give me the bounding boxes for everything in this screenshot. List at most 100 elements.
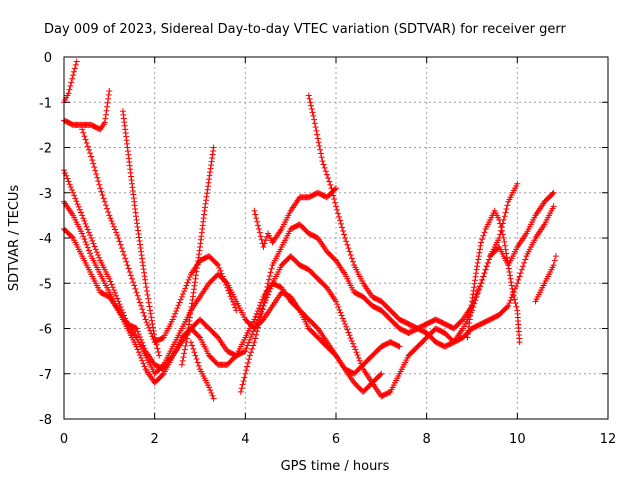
data-point (232, 304, 239, 311)
data-point (179, 357, 186, 364)
data-point (82, 220, 89, 227)
data-point (87, 232, 94, 239)
data-point (87, 250, 94, 257)
data-point (209, 151, 216, 158)
data-point (191, 279, 198, 286)
data-point (69, 75, 76, 82)
data-point (83, 241, 90, 248)
data-point (484, 259, 491, 266)
data-point (136, 234, 143, 241)
data-point (332, 199, 339, 206)
data-point (256, 229, 263, 236)
data-point (71, 65, 78, 72)
data-point (253, 215, 260, 222)
data-point (225, 287, 232, 294)
data-point (131, 282, 138, 289)
data-point (187, 307, 194, 314)
data-point (504, 202, 511, 209)
data-point (255, 225, 262, 232)
data-point (93, 249, 100, 256)
data-point (85, 229, 92, 236)
data-point (257, 302, 264, 309)
data-point (326, 178, 333, 185)
data-point (336, 306, 343, 313)
data-point (186, 314, 193, 321)
data-point (138, 252, 145, 259)
data-point (216, 264, 223, 271)
data-point (189, 342, 196, 349)
data-point (343, 323, 350, 330)
data-point (135, 230, 142, 237)
data-point (504, 304, 511, 311)
data-point (90, 160, 97, 167)
y-tick-label: -2 (39, 142, 52, 157)
data-point (219, 273, 226, 280)
data-point (108, 281, 115, 288)
series-sat-k (251, 185, 339, 251)
data-point (122, 315, 129, 322)
data-point (311, 116, 318, 123)
data-point (241, 348, 248, 355)
data-point (72, 61, 79, 68)
data-point (505, 302, 512, 309)
data-point (100, 195, 107, 202)
data-point (351, 343, 358, 350)
y-tick-label: -5 (39, 277, 52, 292)
data-point (79, 212, 86, 219)
data-point (134, 223, 141, 230)
series-sat-n (532, 253, 559, 305)
data-point (503, 254, 510, 261)
data-point (136, 352, 143, 359)
data-point (472, 273, 479, 280)
data-point (334, 206, 341, 213)
data-point (153, 341, 160, 348)
data-point (346, 332, 353, 339)
data-point (204, 190, 211, 197)
data-point (471, 280, 478, 287)
data-point (105, 208, 112, 215)
data-series (61, 58, 559, 402)
data-point (143, 284, 150, 291)
data-point (508, 282, 515, 289)
data-point (223, 281, 230, 288)
data-point (173, 307, 180, 314)
data-point (145, 299, 152, 306)
data-point (139, 357, 146, 364)
data-point (159, 362, 166, 369)
data-point (206, 384, 213, 391)
data-point (190, 345, 197, 352)
data-point (189, 293, 196, 300)
data-point (94, 174, 101, 181)
data-point (350, 340, 356, 347)
data-point (346, 248, 353, 255)
data-point (378, 370, 385, 377)
data-point (233, 307, 240, 314)
data-point (307, 99, 314, 106)
data-point (99, 192, 106, 199)
data-point (80, 233, 87, 240)
data-point (109, 284, 116, 291)
data-point (105, 91, 112, 98)
data-point (514, 180, 521, 187)
data-point (119, 309, 126, 316)
data-point (133, 216, 140, 223)
data-point (310, 112, 317, 119)
data-point (70, 189, 77, 196)
data-point (512, 300, 519, 307)
data-point (95, 251, 101, 258)
data-point (500, 235, 507, 241)
data-point (308, 102, 315, 109)
data-point (352, 346, 359, 353)
data-point (327, 181, 334, 188)
data-point (214, 261, 220, 268)
data-point (255, 305, 262, 312)
data-point (469, 298, 475, 305)
data-point (181, 346, 188, 353)
data-point (150, 327, 157, 334)
data-point (88, 153, 95, 160)
data-point (262, 291, 269, 298)
data-point (141, 269, 148, 276)
data-point (149, 320, 156, 327)
data-point (136, 238, 143, 245)
data-point (350, 258, 356, 265)
